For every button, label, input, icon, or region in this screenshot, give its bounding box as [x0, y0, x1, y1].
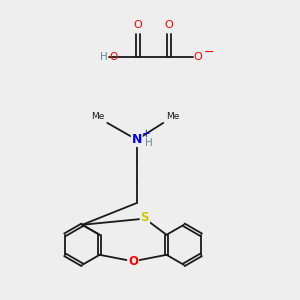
Text: O: O [194, 52, 203, 62]
Text: Me: Me [166, 112, 180, 121]
Text: O: O [165, 20, 173, 30]
Text: O: O [128, 255, 138, 268]
Text: +: + [142, 129, 151, 139]
Text: O: O [134, 20, 142, 30]
Text: N: N [132, 133, 142, 146]
Text: S: S [141, 211, 149, 224]
Text: −: − [204, 45, 214, 58]
Text: H: H [100, 52, 108, 62]
Text: H: H [145, 138, 152, 148]
Text: Me: Me [91, 112, 104, 121]
Text: O: O [109, 52, 117, 62]
